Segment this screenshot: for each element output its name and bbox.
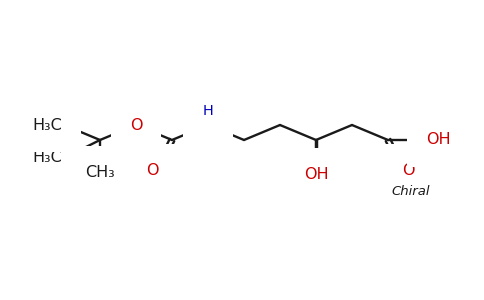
Text: OH: OH: [303, 167, 328, 182]
Text: N: N: [202, 118, 214, 133]
Text: O: O: [146, 163, 158, 178]
Text: OH: OH: [426, 133, 451, 148]
Text: H₃C: H₃C: [32, 151, 62, 166]
Text: CH₃: CH₃: [85, 165, 115, 180]
Text: O: O: [130, 118, 142, 133]
Text: O: O: [402, 163, 414, 178]
Text: H: H: [203, 104, 213, 118]
Text: H₃C: H₃C: [32, 118, 62, 133]
Text: Chiral: Chiral: [392, 185, 430, 198]
